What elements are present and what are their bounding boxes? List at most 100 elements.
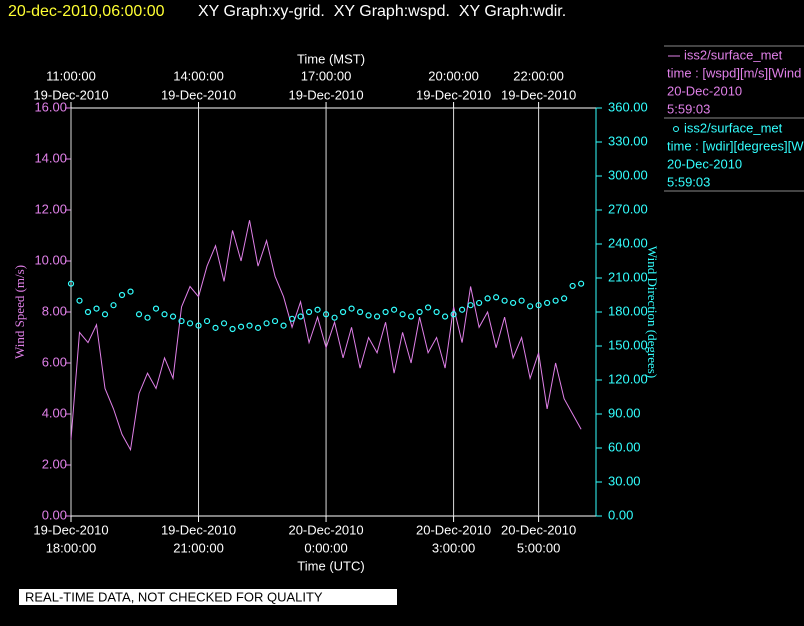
direction-point — [118, 291, 126, 299]
x2-tick-label: 22:00:00 — [513, 68, 564, 83]
x2-tick-label: 17:00:00 — [301, 68, 352, 83]
x-tick-label: 20-Dec-2010 — [288, 522, 363, 537]
x-tick-label: 18:00:00 — [46, 540, 97, 555]
y-tick-label: 0.00 — [42, 507, 67, 522]
direction-point — [578, 280, 585, 287]
direction-point — [322, 311, 330, 318]
x2-tick-label: 19-Dec-2010 — [416, 87, 491, 102]
y2-tick-label: 300.00 — [608, 167, 648, 182]
y2-tick-label: 90.00 — [608, 405, 641, 420]
direction-point — [535, 302, 542, 309]
direction-point — [484, 295, 491, 302]
direction-point — [314, 306, 321, 313]
direction-point — [493, 294, 500, 301]
direction-point — [297, 313, 304, 320]
direction-point — [356, 308, 364, 316]
direction-point — [458, 306, 466, 313]
y2-tick-label: 330.00 — [608, 133, 648, 148]
direction-point — [195, 322, 202, 329]
direction-point — [501, 297, 508, 304]
x-tick-label: 19-Dec-2010 — [161, 522, 236, 537]
direction-point — [254, 324, 262, 331]
y2-tick-label: 150.00 — [608, 337, 648, 352]
direction-point — [331, 314, 338, 321]
direction-point — [365, 312, 372, 319]
direction-point — [518, 297, 525, 304]
direction-point — [67, 280, 75, 287]
y-tick-label: 10.00 — [34, 252, 67, 267]
legend-detail: time : [wdir][degrees][W — [667, 138, 804, 153]
direction-point — [135, 311, 143, 318]
direction-point — [407, 313, 415, 320]
x2-axis-title: Time (MST) — [297, 51, 365, 66]
y-axis-title: Wind Speed (m/s) — [12, 265, 27, 359]
x-tick-label: 0:00:00 — [304, 540, 347, 555]
direction-point — [280, 322, 287, 329]
direction-point — [288, 315, 296, 322]
legend-detail: 5:59:03 — [667, 101, 710, 116]
direction-point — [84, 308, 92, 316]
y-tick-label: 4.00 — [42, 405, 67, 420]
note: REAL-TIME DATA, NOT CHECKED FOR QUALITY — [25, 589, 323, 604]
x2-tick-label: 11:00:00 — [46, 68, 96, 83]
direction-point — [305, 308, 313, 316]
direction-point — [110, 302, 117, 309]
direction-point — [161, 311, 168, 318]
direction-point — [450, 311, 457, 318]
x2-tick-label: 19-Dec-2010 — [501, 87, 576, 102]
legend-entry: iss2/surface_met — [684, 120, 783, 135]
direction-point — [246, 322, 253, 329]
direction-point — [390, 306, 398, 313]
direction-point — [424, 304, 432, 311]
direction-point — [178, 317, 185, 325]
direction-point — [433, 308, 440, 316]
direction-point — [186, 320, 194, 327]
x2-tick-label: 19-Dec-2010 — [33, 87, 108, 102]
direction-point — [569, 282, 576, 290]
direction-point — [263, 320, 270, 327]
note-box — [19, 589, 397, 605]
legend-detail: 5:59:03 — [667, 174, 710, 189]
direction-point — [467, 302, 474, 309]
legend-detail: 20-Dec-2010 — [667, 156, 742, 171]
direction-point — [229, 325, 236, 333]
direction-point — [339, 308, 347, 316]
direction-point — [544, 299, 551, 307]
y2-tick-label: 210.00 — [608, 269, 648, 284]
direction-point — [169, 313, 177, 320]
direction-point — [382, 308, 389, 316]
y2-tick-label: 0.00 — [608, 507, 633, 522]
direction-point — [561, 295, 568, 302]
x-tick-label: 20-Dec-2010 — [416, 522, 491, 537]
x2-tick-label: 19-Dec-2010 — [288, 87, 363, 102]
direction-point — [144, 314, 151, 321]
direction-point — [441, 313, 449, 320]
y2-tick-label: 240.00 — [608, 235, 648, 250]
legend-detail: 20-Dec-2010 — [667, 83, 742, 98]
speed-line — [70, 220, 582, 452]
direction-point — [127, 288, 134, 295]
x-tick-label: 3:00:00 — [432, 540, 475, 555]
x2-tick-label: 20:00:00 — [428, 68, 479, 83]
x-axis-title: Time (UTC) — [297, 558, 364, 573]
y2-tick-label: 180.00 — [608, 303, 648, 318]
y-tick-label: 12.00 — [34, 201, 67, 216]
y2-tick-label: 30.00 — [608, 473, 641, 488]
direction-point — [93, 305, 100, 312]
y2-tick-label: 60.00 — [608, 439, 641, 454]
chart-title: XY Graph:xy-grid. XY Graph:wspd. XY Grap… — [198, 3, 566, 20]
direction-point — [510, 299, 517, 307]
direction-point — [527, 303, 534, 310]
y-tick-label: 6.00 — [42, 354, 67, 369]
x-tick-label: 20-Dec-2010 — [501, 522, 576, 537]
direction-point — [212, 324, 219, 331]
direction-point — [76, 297, 83, 304]
y2-axis-title: Wind Direction (degrees) — [645, 246, 660, 378]
direction-point — [220, 320, 228, 327]
x2-tick-label: 14:00:00 — [173, 68, 224, 83]
direction-point — [271, 317, 279, 325]
direction-point — [373, 313, 381, 320]
timestamp: 20-dec-2010,06:00:00 — [8, 3, 165, 20]
x-tick-label: 19-Dec-2010 — [33, 522, 108, 537]
